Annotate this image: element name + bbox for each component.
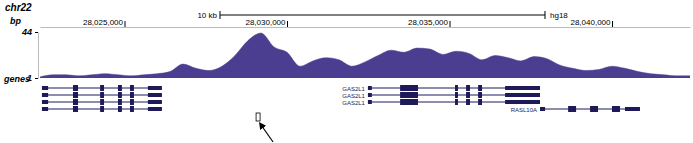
y-tick: 44 xyxy=(21,27,38,37)
exon xyxy=(505,93,540,97)
exon xyxy=(400,85,418,91)
x-tick: 28,035,000 xyxy=(408,18,450,27)
gene-track xyxy=(42,85,640,112)
exon xyxy=(42,93,48,97)
title: chr22 xyxy=(5,2,32,13)
exon xyxy=(466,99,470,105)
arrow xyxy=(261,125,273,142)
exon xyxy=(368,100,372,104)
exon xyxy=(478,85,482,91)
exon xyxy=(455,99,458,105)
transcript xyxy=(42,106,162,112)
exon xyxy=(130,92,134,98)
exon xyxy=(368,86,372,90)
scale-bar-line xyxy=(220,15,545,16)
exon xyxy=(400,92,418,98)
exon xyxy=(100,92,104,98)
x-tick-label: 28,035,000 xyxy=(408,18,449,27)
exon xyxy=(478,99,482,105)
exon xyxy=(130,99,134,105)
x-tick-label: 28,040,000 xyxy=(570,18,611,27)
gene-labels: GAS2L1GAS2L1GAS2L1RASL10A xyxy=(342,86,537,113)
transcript xyxy=(368,85,540,91)
exon xyxy=(368,93,372,97)
x-tick-label: 28,030,000 xyxy=(245,18,286,27)
exon xyxy=(118,92,122,98)
exon xyxy=(100,85,104,91)
exon xyxy=(540,107,545,111)
scale-bar-label: 10 kb xyxy=(197,11,217,20)
exon xyxy=(42,100,48,104)
assembly: hg18 xyxy=(550,11,568,20)
exon xyxy=(590,106,598,112)
x-axis-line xyxy=(41,27,691,28)
y-tick-line xyxy=(35,32,38,33)
gene-label: GAS2L1 xyxy=(342,86,365,92)
genome-browser: chr22 10 kb hg18 28,025,000 28,030,000 28,035… xyxy=(0,0,693,143)
transcript xyxy=(42,99,162,105)
exon xyxy=(478,92,482,98)
exon xyxy=(118,85,122,91)
exon xyxy=(148,107,162,111)
exon xyxy=(73,106,78,112)
exon xyxy=(73,85,78,91)
exon xyxy=(466,92,470,98)
exon xyxy=(130,85,134,91)
transcript xyxy=(540,106,640,112)
exon xyxy=(100,99,104,105)
exon xyxy=(148,100,162,104)
exon xyxy=(118,106,122,112)
exon xyxy=(42,107,48,111)
exon xyxy=(400,99,418,105)
exon xyxy=(466,85,470,91)
transcript xyxy=(42,85,162,91)
highlight-marker xyxy=(256,113,260,121)
x-tick-line xyxy=(450,21,451,27)
exon xyxy=(100,106,104,112)
exon xyxy=(455,92,458,98)
gene-label: GAS2L1 xyxy=(342,100,365,106)
exon xyxy=(118,99,122,105)
scale-bar-end xyxy=(220,11,221,19)
y-label: bp xyxy=(10,16,21,26)
track-label: genes xyxy=(3,74,30,84)
exon xyxy=(73,99,78,105)
x-tick-line xyxy=(612,21,613,27)
x-tick-label: 28,025,000 xyxy=(83,18,124,27)
scale-bar-end xyxy=(545,11,546,19)
exon xyxy=(130,106,134,112)
x-tick: 28,025,000 xyxy=(83,18,125,27)
x-tick: 28,040,000 xyxy=(570,18,612,27)
transcript xyxy=(368,92,540,98)
exon xyxy=(505,86,540,90)
plot-area xyxy=(40,33,690,78)
y-tick-label: 44 xyxy=(21,27,32,37)
exon xyxy=(73,92,78,98)
exon xyxy=(625,107,640,111)
x-tick-line xyxy=(287,21,288,27)
x-axis: 28,025,000 28,030,000 28,035,000 28,040,000 xyxy=(41,18,691,28)
transcript xyxy=(368,99,540,105)
gene-label: GAS2L1 xyxy=(342,93,365,99)
exon xyxy=(455,85,458,91)
x-tick-line xyxy=(125,21,126,27)
intron-line xyxy=(540,109,640,110)
signal-area xyxy=(40,33,690,78)
exon xyxy=(568,106,576,112)
y-axis-line xyxy=(38,33,39,79)
y-tick-line xyxy=(35,78,38,79)
exon xyxy=(612,106,620,112)
exon xyxy=(505,100,540,104)
exon xyxy=(148,86,162,90)
x-tick: 28,030,000 xyxy=(245,18,287,27)
gene-label: RASL10A xyxy=(511,107,537,113)
exon xyxy=(148,93,162,97)
transcript xyxy=(42,92,162,98)
exon xyxy=(42,86,48,90)
